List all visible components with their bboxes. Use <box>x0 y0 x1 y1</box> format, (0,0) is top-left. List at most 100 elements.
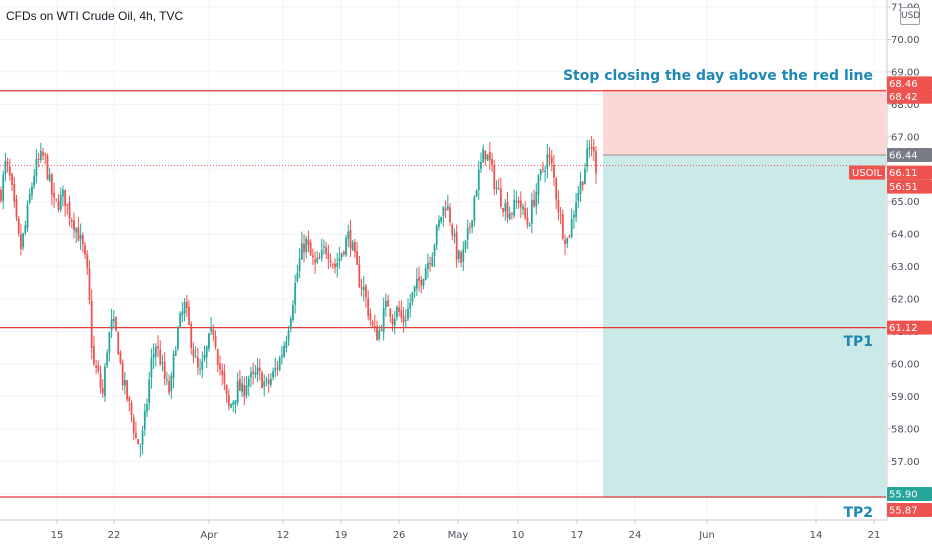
annotation-stop: Stop closing the day above the red line <box>563 68 873 84</box>
candle-body <box>371 321 374 326</box>
candle-body <box>526 217 529 225</box>
candle-body <box>320 249 323 259</box>
price-tick-label: 64.00 <box>891 230 920 241</box>
time-tick-label: 21 <box>868 530 881 541</box>
candle-body <box>570 219 573 237</box>
candle-body <box>566 237 569 244</box>
candle-body <box>462 248 465 262</box>
candle-body <box>524 208 527 218</box>
chart-title: CFDs on WTI Crude Oil, 4h, TVC <box>6 9 183 23</box>
candles <box>0 136 597 457</box>
candle-body <box>203 355 206 360</box>
candle-body <box>530 200 533 224</box>
candle-body <box>86 254 89 268</box>
time-tick-label: 19 <box>335 530 348 541</box>
candle-body <box>117 332 120 355</box>
candle-body <box>522 206 524 210</box>
candle-body <box>243 384 246 397</box>
candle-body <box>225 384 228 395</box>
candle-body <box>28 194 31 203</box>
candle-body <box>265 379 268 381</box>
candle-body <box>451 224 454 235</box>
candle-body <box>482 148 485 163</box>
annotation-tp1: TP1 <box>843 334 873 350</box>
candle-body <box>68 202 71 219</box>
horizontal-lines[interactable] <box>0 90 886 498</box>
candle-body <box>73 220 75 231</box>
candle-body <box>493 165 496 190</box>
candle-body <box>426 262 429 269</box>
candle-body <box>334 263 336 268</box>
candle-body <box>411 291 414 303</box>
candle-body <box>455 232 458 260</box>
time-tick-label: 22 <box>108 530 121 541</box>
candle-body <box>564 239 566 244</box>
candle-body <box>311 255 314 258</box>
candle-body <box>232 402 235 405</box>
candle-body <box>314 259 316 263</box>
candle-body <box>183 301 186 314</box>
candle-body <box>409 302 412 309</box>
candle-body <box>404 319 407 321</box>
candle-body <box>415 278 418 289</box>
tag-55-90-bg <box>887 486 932 501</box>
candle-body <box>121 362 124 386</box>
candle-body <box>179 313 182 327</box>
candle-body <box>11 173 13 185</box>
price-tick-label: 67.00 <box>891 132 920 143</box>
candle-body <box>281 355 283 358</box>
candle-body <box>515 201 518 203</box>
candle-body <box>588 147 591 149</box>
time-tick-label: 14 <box>810 530 823 541</box>
time-axis[interactable]: 15 22 Apr 12 19 26 May 10 17 24 Jun 14 21 <box>51 520 881 541</box>
candle-body <box>338 257 341 262</box>
candle-body <box>250 372 252 378</box>
candle-body <box>126 380 128 400</box>
candle-body <box>323 245 325 248</box>
candle-body <box>464 240 467 249</box>
candle-body <box>20 234 22 250</box>
currency-button[interactable]: USD <box>900 7 920 25</box>
tag-61-12: 61.12 <box>889 323 918 334</box>
candle-body <box>491 159 493 165</box>
candle-body <box>460 252 462 263</box>
candle-body <box>475 190 478 197</box>
price-tick-label: 68.00 <box>891 100 920 111</box>
candle-body <box>550 157 553 164</box>
candle-body <box>336 262 339 267</box>
time-tick-label: 17 <box>571 530 584 541</box>
candle-body <box>579 181 582 194</box>
tag-61-12-bg <box>887 320 932 335</box>
candle-body <box>55 198 58 200</box>
candle-body <box>90 300 93 349</box>
candle-body <box>555 178 558 200</box>
candle-body <box>263 381 266 387</box>
candle-body <box>557 200 560 213</box>
candle-body <box>572 214 575 218</box>
price-tick-label: 57.00 <box>891 457 920 468</box>
candle-body <box>165 379 168 381</box>
candle-body <box>157 345 159 349</box>
candle-body <box>391 318 394 325</box>
candle-body <box>75 228 78 233</box>
candle-body <box>31 186 33 196</box>
candle-body <box>402 315 405 323</box>
candle-body <box>123 379 126 386</box>
candle-body <box>37 158 40 160</box>
candle-body <box>384 301 387 308</box>
candle-body <box>548 154 551 158</box>
candle-body <box>349 229 352 249</box>
candle-body <box>539 170 542 176</box>
candle-body <box>537 175 540 195</box>
time-tick-label: 15 <box>51 530 64 541</box>
candle-body <box>292 305 294 320</box>
price-tick-label: 69.00 <box>891 67 920 78</box>
candle-body <box>307 239 310 245</box>
candle-body <box>595 151 597 174</box>
candle-body <box>362 286 365 291</box>
candle-body <box>274 368 277 371</box>
candle-body <box>581 181 584 186</box>
candle-body <box>227 394 230 406</box>
candle-body <box>241 383 243 393</box>
